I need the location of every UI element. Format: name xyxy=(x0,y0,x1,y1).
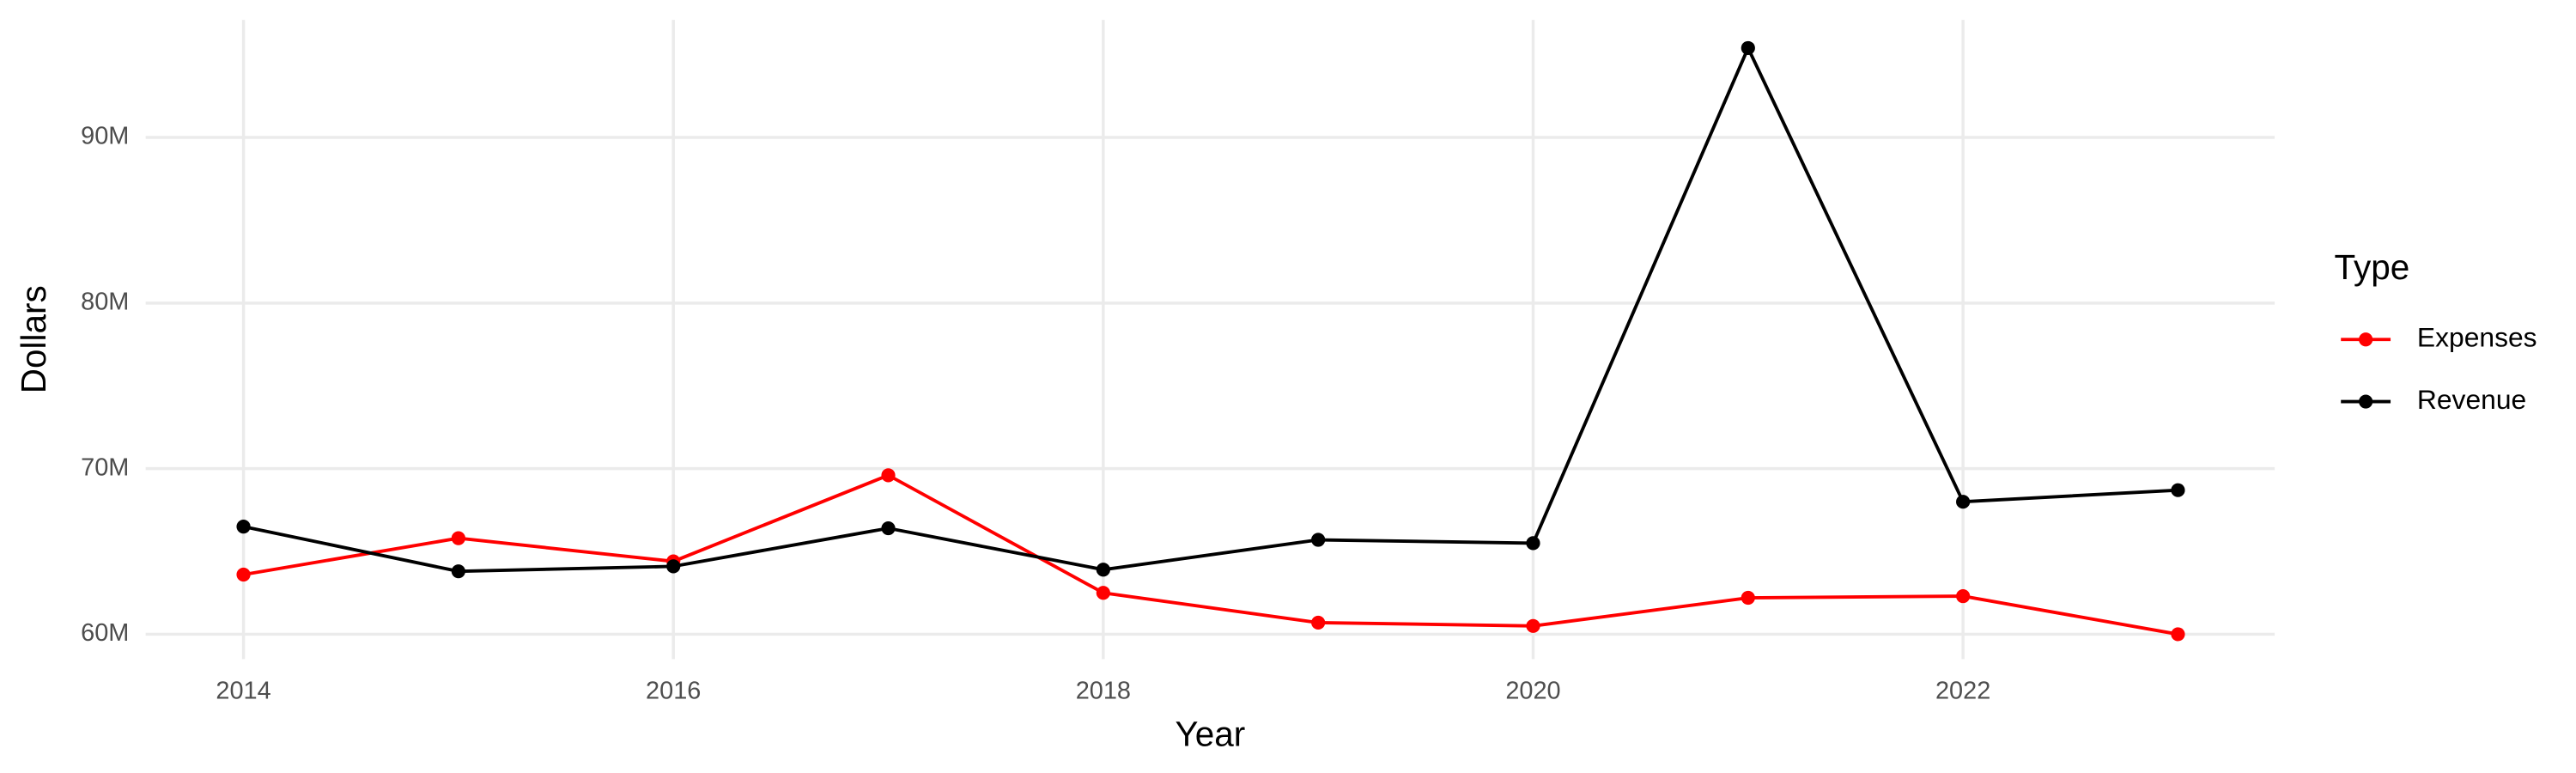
data-point xyxy=(451,531,465,545)
data-point xyxy=(881,468,896,483)
y-tick-label: 60M xyxy=(81,619,129,647)
x-tick-label: 2020 xyxy=(1505,678,1560,705)
data-point xyxy=(236,520,251,534)
y-tick-label: 80M xyxy=(81,288,129,315)
data-point xyxy=(881,520,896,536)
data-point xyxy=(2171,627,2185,642)
x-tick-label: 2018 xyxy=(1076,678,1131,705)
legend-title: Type xyxy=(2335,247,2410,287)
x-axis-title: Year xyxy=(1175,715,1245,754)
data-point xyxy=(451,564,465,579)
legend: Expenses Revenue xyxy=(2341,322,2537,415)
y-tick-label: 90M xyxy=(81,123,129,150)
data-point xyxy=(2171,483,2185,497)
legend-swatch-point xyxy=(2359,394,2373,409)
x-tick-label: 2016 xyxy=(646,678,701,705)
x-tick-label: 2022 xyxy=(1935,678,1990,705)
data-point xyxy=(1096,563,1110,577)
data-point xyxy=(666,559,681,574)
data-point xyxy=(1741,40,1755,56)
data-point xyxy=(1311,533,1326,547)
data-point xyxy=(1526,536,1540,551)
legend-swatch-point xyxy=(2359,332,2373,347)
data-point xyxy=(1096,586,1110,600)
grid: 60M 70M 80M 90M 2014 2016 2018 2020 2022 xyxy=(81,20,2275,705)
data-point xyxy=(1311,615,1326,630)
data-point xyxy=(1956,588,1971,604)
data-point xyxy=(1526,618,1540,633)
series-line xyxy=(243,473,2178,636)
x-tick-label: 2014 xyxy=(216,678,270,705)
plot xyxy=(236,40,2185,642)
data-point xyxy=(1741,590,1755,606)
legend-label: Revenue xyxy=(2417,384,2526,415)
data-point xyxy=(1956,495,1971,509)
legend-label: Expenses xyxy=(2417,322,2537,353)
series-line xyxy=(243,44,2178,574)
y-axis-title: Dollars xyxy=(14,285,53,393)
data-point xyxy=(236,567,251,582)
y-tick-label: 70M xyxy=(81,453,129,481)
